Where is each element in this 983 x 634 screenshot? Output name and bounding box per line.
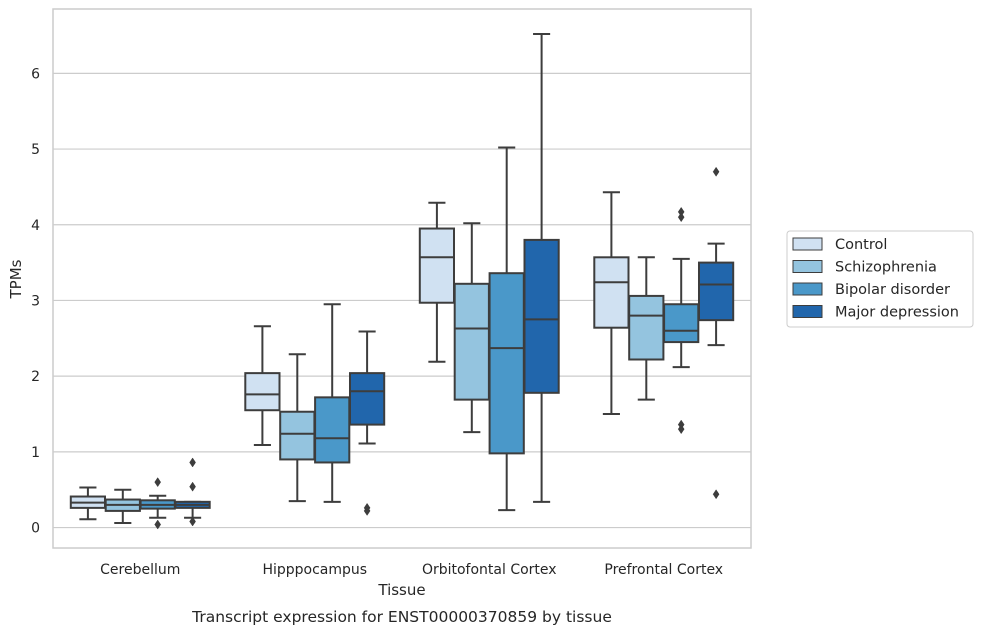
y-tick-labels: 0 1 2 3 4 5 6 (31, 66, 40, 536)
boxes (69, 32, 735, 530)
x-tick-label: Cerebellum (100, 562, 180, 578)
box-iqr (628, 294, 665, 361)
box-iqr (453, 282, 490, 401)
outlier-point (189, 516, 196, 527)
x-tick-label: Orbitofontal Cortex (422, 562, 557, 578)
box-0-3 (593, 191, 630, 416)
outlier-point (712, 489, 720, 500)
x-tick-label: Hipppocampus (262, 562, 367, 578)
outlier-point (712, 166, 720, 177)
legend-label: Major depression (835, 305, 959, 321)
box-iqr (314, 396, 351, 464)
box-iqr (348, 372, 386, 426)
box-0-0 (69, 486, 107, 521)
legend-label: Bipolar disorder (835, 282, 950, 298)
box-0-1 (244, 325, 281, 447)
y-tick-label: 4 (31, 218, 40, 234)
box-iqr (593, 256, 630, 329)
y-tick-label: 1 (31, 445, 40, 461)
box-1-2 (453, 222, 490, 434)
box-iqr (663, 303, 700, 344)
box-1-1 (279, 353, 316, 503)
outlier-point (189, 481, 196, 492)
box-0-2 (418, 201, 456, 363)
box-3-1 (348, 330, 386, 516)
y-tick-label: 0 (31, 521, 40, 537)
box-iqr (279, 410, 316, 461)
y-tick-label: 3 (31, 293, 40, 309)
box-iqr (697, 261, 735, 322)
outlier-point (677, 424, 685, 435)
legend-swatch (792, 282, 823, 296)
box-iqr (488, 272, 525, 455)
box-iqr (418, 227, 456, 304)
y-tick-label: 5 (31, 142, 40, 158)
box-iqr (244, 372, 281, 412)
legend-swatch (792, 237, 823, 251)
y-tick-label: 2 (31, 369, 40, 385)
legend-label: Schizophrenia (835, 260, 937, 276)
gridlines (53, 72, 751, 529)
outlier-point (154, 519, 162, 530)
outlier-point (363, 505, 371, 516)
box-2-1 (314, 303, 351, 503)
x-tick-label: Prefrontal Cortex (604, 562, 723, 578)
outlier-point (677, 212, 685, 223)
box-3-2 (523, 32, 560, 503)
outlier-point (189, 457, 196, 468)
legend-label: Control (835, 237, 887, 253)
legend: Control Schizophrenia Bipolar disorder Majo… (786, 230, 974, 328)
box-3-0 (174, 457, 211, 527)
chart-caption: Transcript expression for ENST0000037085… (191, 608, 612, 626)
box-3-3 (697, 166, 735, 500)
box-iqr (523, 238, 560, 394)
box-2-3 (663, 206, 700, 435)
box-2-2 (488, 146, 525, 512)
box-1-3 (628, 256, 665, 401)
legend-swatch (792, 305, 823, 318)
y-tick-label: 6 (31, 66, 40, 82)
x-tick-labels: Cerebellum Hipppocampus Orbitofontal Corte… (100, 562, 723, 578)
plot-area (52, 8, 752, 549)
y-axis-label: TPMs (7, 259, 25, 299)
legend-frame (786, 230, 974, 328)
outlier-point (154, 477, 162, 488)
legend-swatch (792, 260, 823, 273)
box-1-0 (104, 488, 141, 525)
box-2-0 (139, 477, 176, 530)
x-axis-label: Tissue (377, 581, 425, 599)
